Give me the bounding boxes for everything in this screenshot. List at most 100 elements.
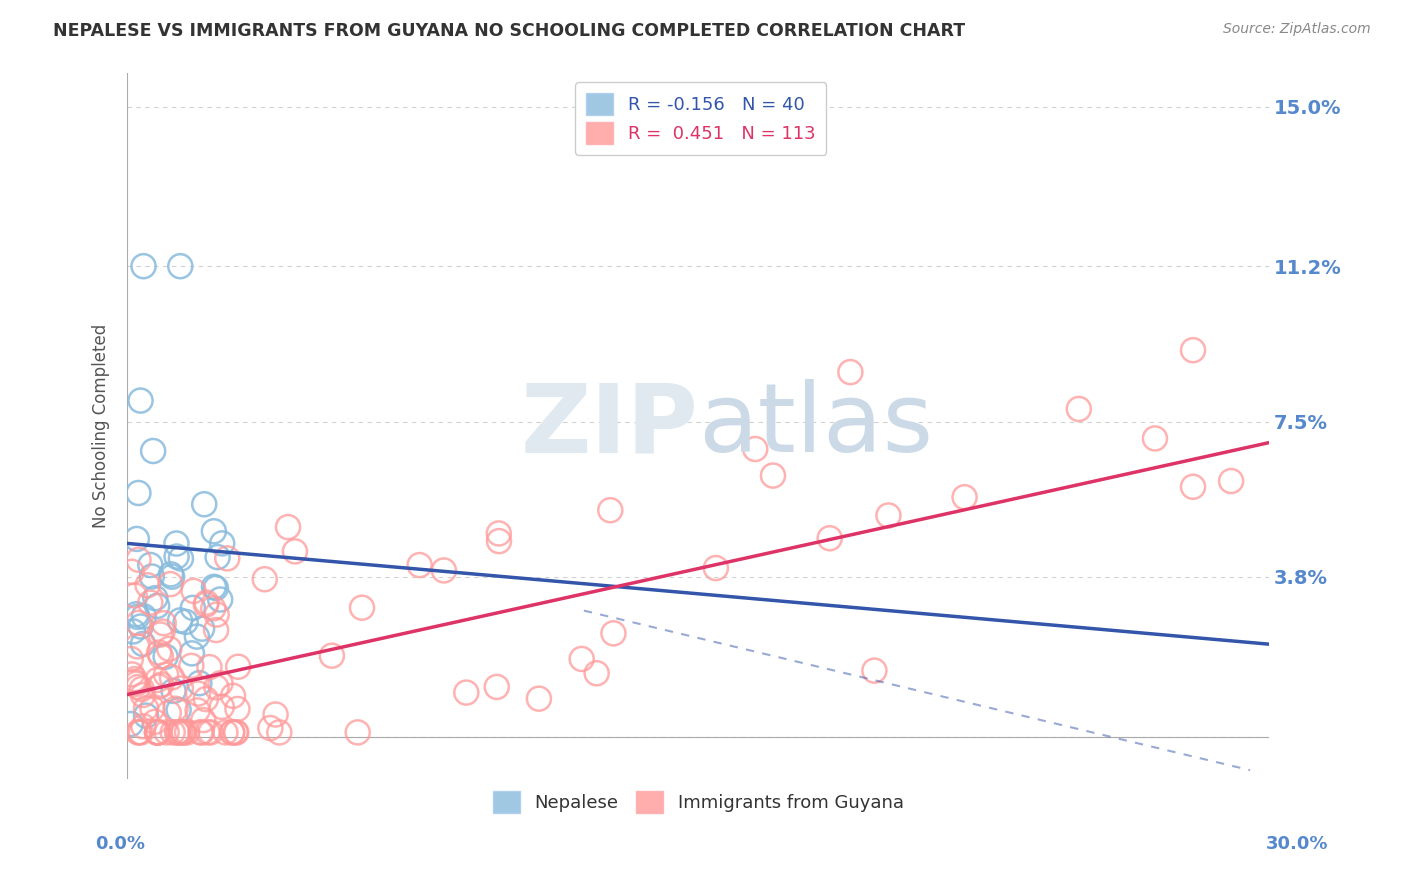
Immigrants from Guyana [269, 725, 291, 739]
Immigrants from Guyana [346, 725, 368, 739]
Nepalese [142, 444, 165, 458]
Immigrants from Guyana [433, 563, 456, 577]
Immigrants from Guyana [877, 508, 900, 523]
Immigrants from Guyana [121, 565, 143, 579]
Immigrants from Guyana [863, 664, 886, 678]
Immigrants from Guyana [120, 652, 142, 666]
Text: NEPALESE VS IMMIGRANTS FROM GUYANA NO SCHOOLING COMPLETED CORRELATION CHART: NEPALESE VS IMMIGRANTS FROM GUYANA NO SC… [53, 22, 966, 40]
Immigrants from Guyana [155, 667, 177, 681]
Nepalese [135, 708, 157, 723]
Nepalese [132, 609, 155, 624]
Nepalese [160, 567, 183, 582]
Immigrants from Guyana [200, 725, 222, 739]
Nepalese [125, 532, 148, 546]
Immigrants from Guyana [488, 534, 510, 549]
Immigrants from Guyana [131, 681, 153, 696]
Nepalese [132, 259, 155, 273]
Immigrants from Guyana [165, 702, 187, 716]
Immigrants from Guyana [143, 714, 166, 729]
Nepalese [122, 624, 145, 639]
Immigrants from Guyana [321, 648, 343, 663]
Immigrants from Guyana [225, 725, 247, 739]
Immigrants from Guyana [217, 551, 239, 566]
Immigrants from Guyana [190, 725, 212, 739]
Immigrants from Guyana [202, 601, 225, 615]
Legend: Nepalese, Immigrants from Guyana: Nepalese, Immigrants from Guyana [485, 784, 911, 821]
Y-axis label: No Schooling Completed: No Schooling Completed [93, 324, 110, 528]
Immigrants from Guyana [150, 678, 173, 692]
Immigrants from Guyana [762, 468, 785, 483]
Nepalese [209, 592, 232, 607]
Nepalese [166, 549, 188, 564]
Nepalese [125, 607, 148, 622]
Immigrants from Guyana [209, 676, 232, 690]
Immigrants from Guyana [170, 681, 193, 696]
Text: ZIP: ZIP [520, 379, 699, 472]
Nepalese [146, 599, 169, 613]
Nepalese [174, 615, 197, 629]
Immigrants from Guyana [166, 725, 188, 739]
Immigrants from Guyana [149, 649, 172, 664]
Immigrants from Guyana [160, 670, 183, 684]
Immigrants from Guyana [1067, 401, 1090, 416]
Immigrants from Guyana [172, 725, 194, 739]
Nepalese [127, 610, 149, 624]
Immigrants from Guyana [284, 544, 307, 558]
Immigrants from Guyana [456, 685, 478, 699]
Nepalese [120, 717, 142, 731]
Nepalese [162, 684, 184, 698]
Immigrants from Guyana [127, 615, 149, 630]
Immigrants from Guyana [148, 680, 170, 694]
Text: 30.0%: 30.0% [1267, 835, 1329, 853]
Immigrants from Guyana [176, 725, 198, 739]
Nepalese [211, 536, 233, 550]
Nepalese [207, 550, 229, 565]
Nepalese [129, 393, 152, 408]
Immigrants from Guyana [124, 589, 146, 603]
Nepalese [193, 497, 215, 511]
Nepalese [170, 551, 193, 566]
Nepalese [181, 600, 204, 615]
Nepalese [169, 614, 191, 628]
Immigrants from Guyana [166, 725, 188, 739]
Immigrants from Guyana [188, 725, 211, 739]
Immigrants from Guyana [169, 725, 191, 739]
Immigrants from Guyana [127, 640, 149, 654]
Immigrants from Guyana [1143, 432, 1166, 446]
Nepalese [127, 486, 149, 500]
Immigrants from Guyana [1220, 474, 1243, 488]
Immigrants from Guyana [485, 680, 508, 694]
Immigrants from Guyana [221, 725, 243, 739]
Immigrants from Guyana [221, 725, 243, 739]
Immigrants from Guyana [136, 578, 159, 592]
Immigrants from Guyana [149, 627, 172, 641]
Immigrants from Guyana [205, 681, 228, 695]
Immigrants from Guyana [129, 725, 152, 739]
Immigrants from Guyana [527, 691, 550, 706]
Immigrants from Guyana [128, 725, 150, 739]
Nepalese [141, 569, 163, 583]
Immigrants from Guyana [571, 652, 593, 666]
Immigrants from Guyana [180, 659, 202, 673]
Immigrants from Guyana [170, 725, 193, 739]
Immigrants from Guyana [121, 667, 143, 681]
Immigrants from Guyana [128, 553, 150, 567]
Immigrants from Guyana [146, 725, 169, 739]
Immigrants from Guyana [195, 596, 218, 610]
Immigrants from Guyana [214, 725, 236, 739]
Immigrants from Guyana [173, 725, 195, 739]
Immigrants from Guyana [222, 689, 245, 703]
Immigrants from Guyana [408, 558, 430, 573]
Immigrants from Guyana [124, 675, 146, 690]
Text: 0.0%: 0.0% [96, 835, 146, 853]
Nepalese [166, 536, 188, 550]
Immigrants from Guyana [125, 677, 148, 691]
Nepalese [139, 558, 162, 572]
Immigrants from Guyana [599, 503, 621, 517]
Immigrants from Guyana [124, 672, 146, 686]
Immigrants from Guyana [187, 703, 209, 717]
Nepalese [167, 703, 190, 717]
Immigrants from Guyana [839, 365, 862, 379]
Text: atlas: atlas [699, 379, 934, 472]
Immigrants from Guyana [141, 701, 163, 715]
